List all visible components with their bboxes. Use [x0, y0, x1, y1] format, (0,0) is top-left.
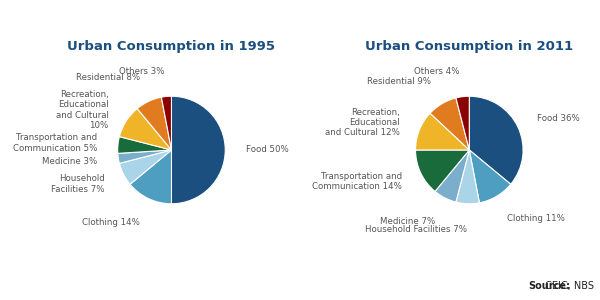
Text: Food 50%: Food 50%	[246, 146, 289, 154]
Wedge shape	[469, 96, 523, 184]
Wedge shape	[172, 96, 225, 204]
Text: Residential 9%: Residential 9%	[367, 77, 431, 86]
Text: Recreation,
Educational
and Cultural 12%: Recreation, Educational and Cultural 12%	[325, 108, 400, 137]
Wedge shape	[456, 96, 469, 150]
Wedge shape	[456, 150, 479, 204]
Text: Source:: Source:	[0, 299, 1, 300]
Wedge shape	[118, 150, 172, 164]
Wedge shape	[416, 150, 469, 191]
Wedge shape	[118, 136, 172, 153]
Text: Source:: Source:	[528, 281, 570, 291]
Wedge shape	[416, 113, 469, 150]
Title: Urban Consumption in 2011: Urban Consumption in 2011	[365, 40, 574, 52]
Text: Transportation and
Communication 14%: Transportation and Communication 14%	[312, 172, 402, 191]
Wedge shape	[430, 98, 469, 150]
Wedge shape	[435, 150, 469, 202]
Text: Transportation and
Communication 5%: Transportation and Communication 5%	[13, 133, 97, 153]
Wedge shape	[161, 96, 172, 150]
Text: Food 36%: Food 36%	[537, 114, 580, 123]
Text: Medicine 3%: Medicine 3%	[43, 157, 98, 166]
Text: Clothing 11%: Clothing 11%	[508, 214, 565, 223]
Text: Household
Facilities 7%: Household Facilities 7%	[52, 174, 105, 194]
Wedge shape	[119, 109, 172, 150]
Text: Clothing 14%: Clothing 14%	[82, 218, 140, 226]
Wedge shape	[469, 150, 511, 203]
Text: CEIC, NBS: CEIC, NBS	[0, 299, 1, 300]
Text: Medicine 7%: Medicine 7%	[380, 217, 436, 226]
Text: Residential 8%: Residential 8%	[76, 74, 140, 82]
Wedge shape	[130, 150, 172, 204]
Text: Household Facilities 7%: Household Facilities 7%	[365, 225, 467, 234]
Text: Others 4%: Others 4%	[415, 67, 460, 76]
Title: Urban Consumption in 1995: Urban Consumption in 1995	[67, 40, 275, 52]
Wedge shape	[119, 150, 172, 184]
Text: Others 3%: Others 3%	[119, 67, 164, 76]
Text: Recreation,
Educational
and Cultural
10%: Recreation, Educational and Cultural 10%	[56, 90, 109, 130]
Text: CEIC, NBS: CEIC, NBS	[542, 281, 594, 291]
Wedge shape	[137, 97, 172, 150]
